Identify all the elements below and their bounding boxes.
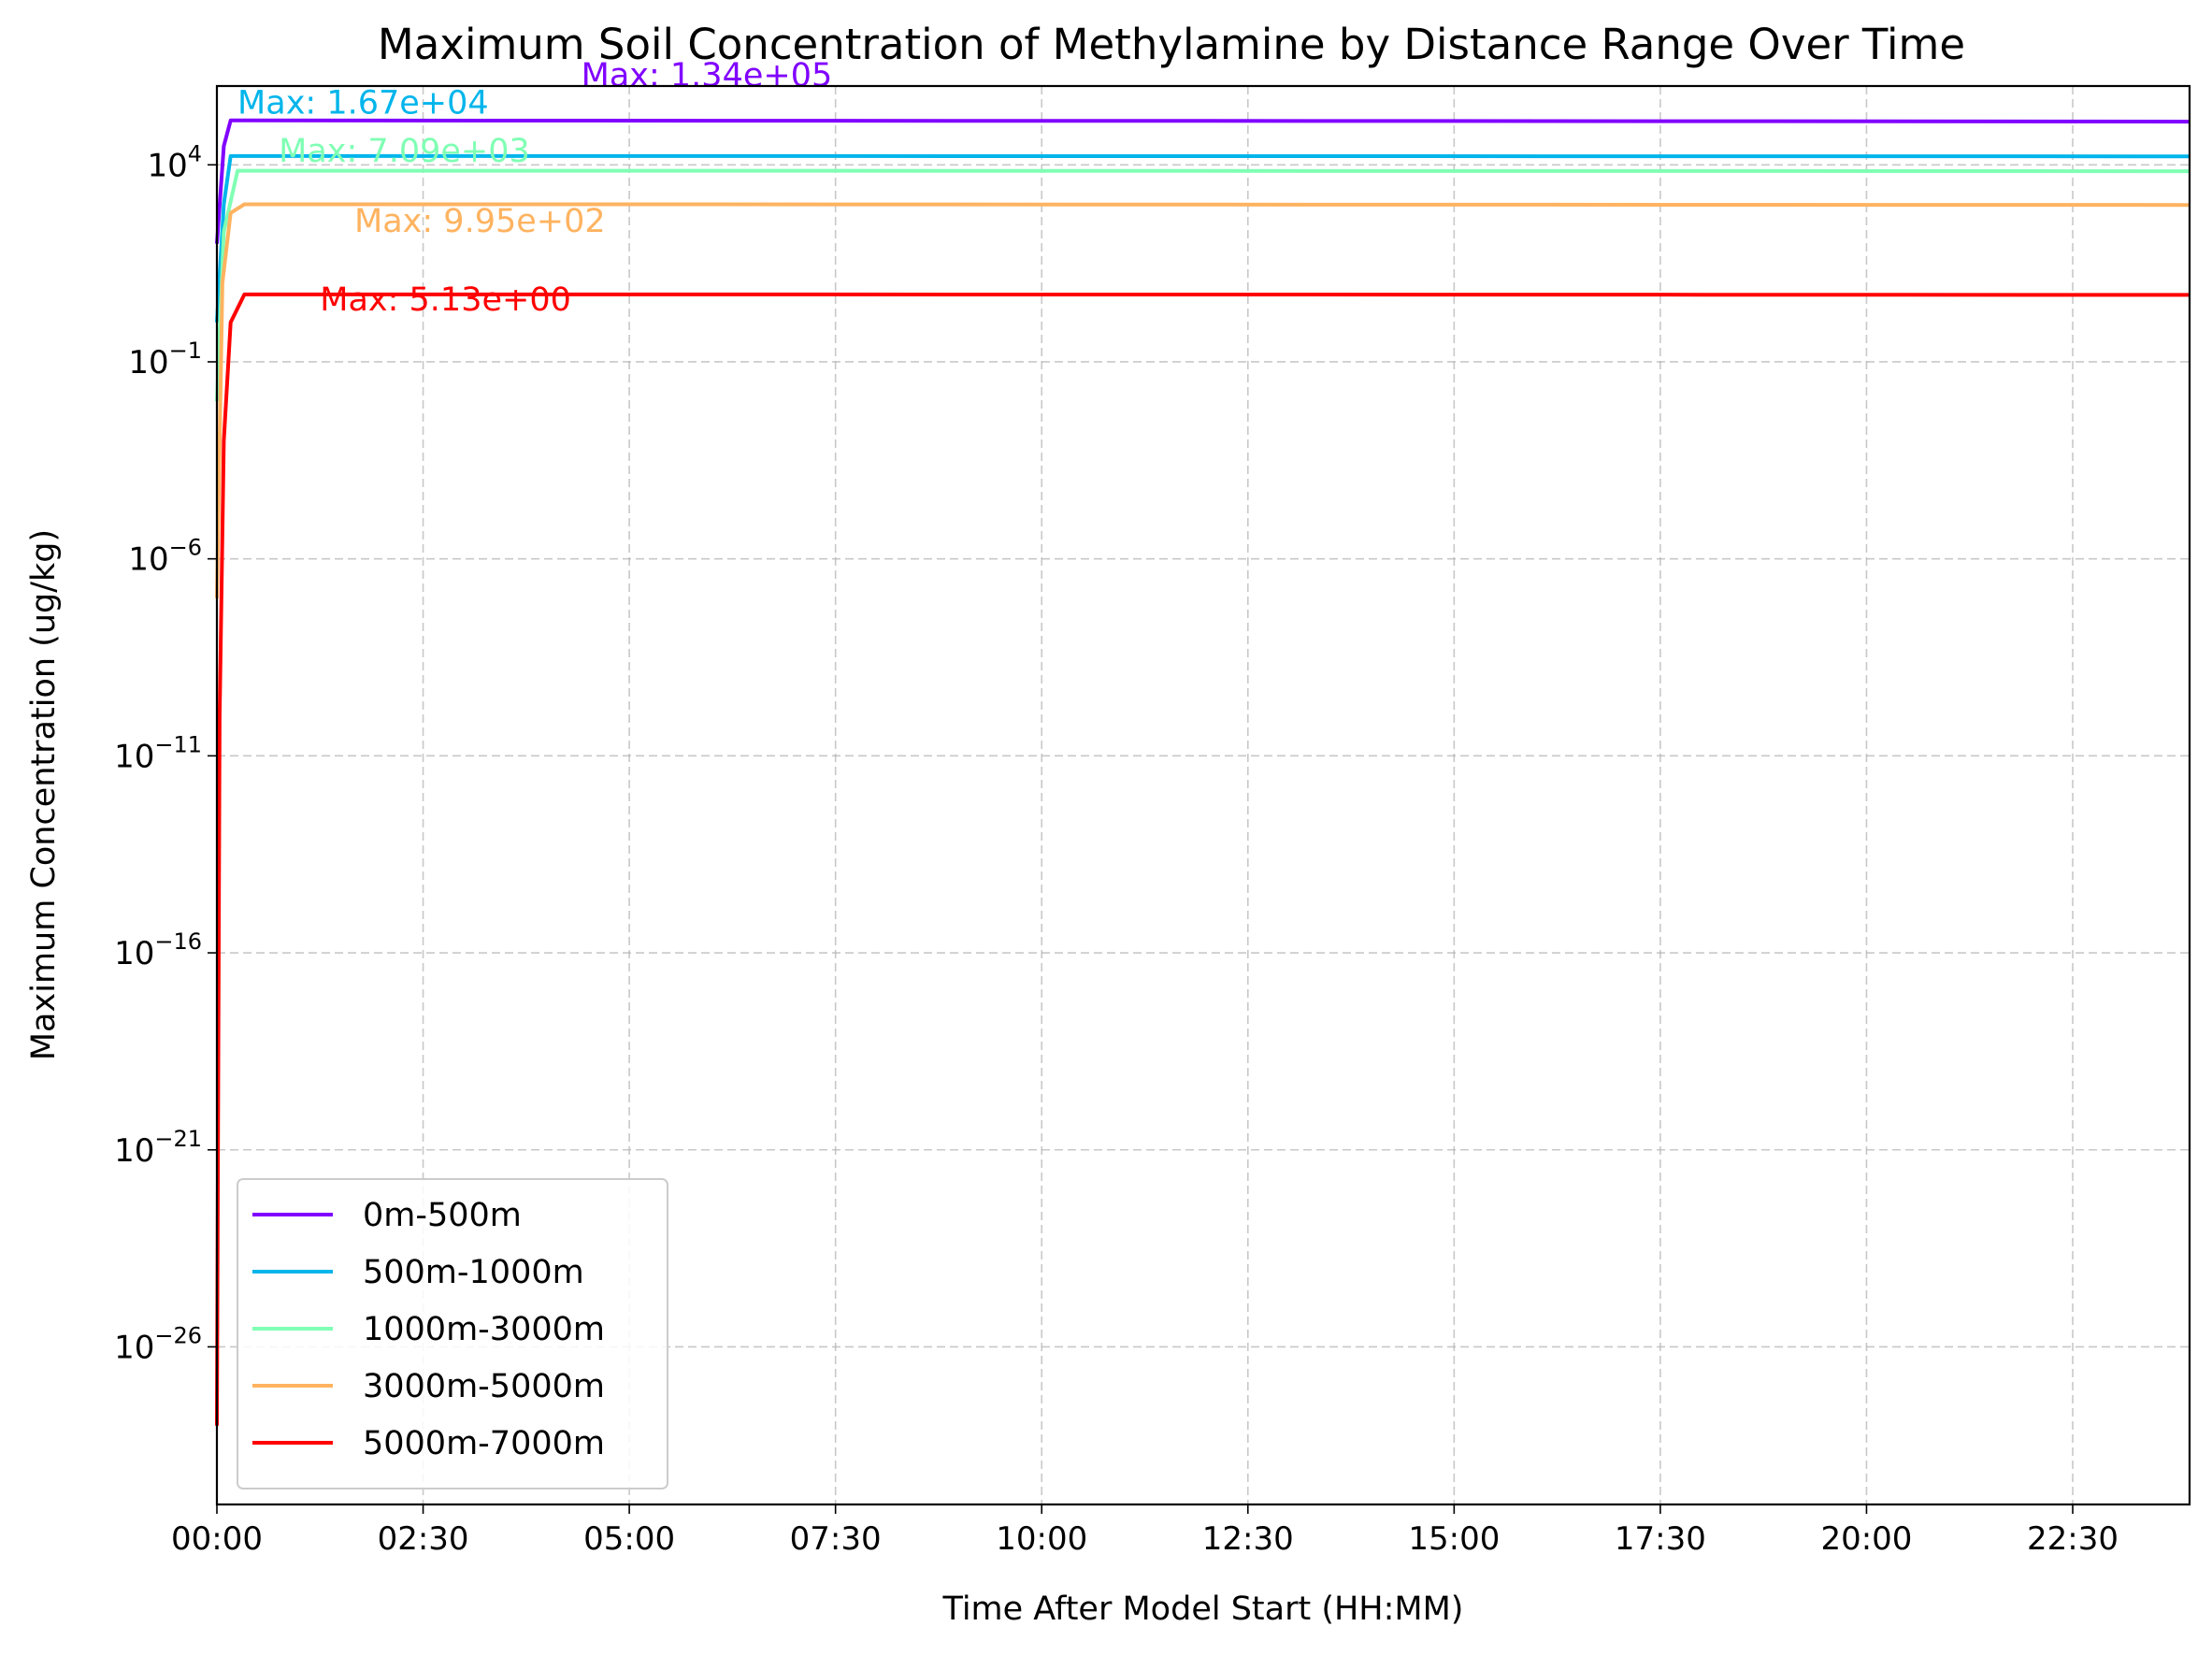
x-tick-label: 02:30 [378, 1520, 469, 1558]
x-tick-label: 05:00 [583, 1520, 675, 1558]
y-tick-base: 10 [114, 1132, 154, 1170]
x-tick-label: 00:00 [171, 1520, 263, 1558]
max-annotation: Max: 7.09e+03 [279, 133, 530, 170]
y-tick-exponent: −21 [154, 1126, 202, 1152]
y-tick-base: 10 [114, 1329, 154, 1366]
x-tick-label: 07:30 [790, 1520, 882, 1558]
y-tick-base: 10 [128, 541, 168, 579]
y-tick-base: 10 [147, 147, 187, 184]
legend: 0m-500m 500m-1000m 1000m-3000m 3000m-5000m 5… [237, 1178, 668, 1490]
max-annotation: Max: 9.95e+02 [354, 203, 606, 240]
x-tick-label: 12:30 [1202, 1520, 1294, 1558]
plot-area-frame [215, 84, 2191, 1506]
x-tick-label: 20:00 [1820, 1520, 1912, 1558]
y-tick-exponent: −6 [169, 535, 202, 561]
legend-label: 0m-500m [363, 1197, 522, 1234]
max-annotation: Max: 5.13e+00 [320, 281, 571, 319]
max-annotation: Max: 1.67e+04 [237, 84, 489, 122]
y-tick-label: 10−16 [114, 928, 202, 972]
series-line-2 [215, 168, 2190, 402]
y-tick-label: 10−6 [128, 535, 202, 579]
legend-label: 1000m-3000m [363, 1311, 605, 1348]
y-tick-exponent: −1 [169, 338, 202, 364]
y-tick-label: 10−11 [114, 731, 202, 775]
grid-lines [217, 86, 2190, 1504]
y-tick-label: 104 [147, 140, 202, 184]
y-tick-exponent: −11 [154, 731, 202, 757]
y-tick-exponent: −26 [154, 1322, 202, 1348]
x-tick-label: 22:30 [2027, 1520, 2119, 1558]
y-tick-base: 10 [114, 738, 154, 775]
series-line-0 [215, 118, 2190, 244]
x-tick-label: 10:00 [996, 1520, 1087, 1558]
y-tick-label: 10−1 [128, 338, 202, 381]
series-lines [215, 118, 2190, 1426]
y-tick-exponent: −16 [154, 928, 202, 955]
y-tick-exponent: 4 [188, 140, 202, 166]
chart-title: Maximum Soil Concentration of Methylamin… [378, 20, 1965, 69]
legend-label: 3000m-5000m [363, 1368, 605, 1405]
series-line-1 [215, 153, 2190, 323]
y-tick-label: 10−21 [114, 1126, 202, 1170]
y-tick-base: 10 [128, 344, 168, 381]
y-axis-label: Maximum Concentration (ug/kg) [25, 529, 63, 1060]
x-axis-label: Time After Model Start (HH:MM) [942, 1590, 1464, 1628]
max-annotations: Max: 1.34e+05 Max: 1.67e+04 Max: 7.09e+03 M… [237, 57, 832, 319]
x-tick-label: 17:30 [1615, 1520, 1706, 1558]
legend-box [237, 1178, 668, 1490]
legend-label: 5000m-7000m [363, 1425, 605, 1462]
y-tick-label: 10−26 [114, 1322, 202, 1366]
legend-label: 500m-1000m [363, 1254, 584, 1291]
y-tick-base: 10 [114, 935, 154, 972]
series-line-4 [215, 292, 2190, 1426]
series-line-3 [215, 202, 2190, 598]
x-tick-label: 15:00 [1408, 1520, 1500, 1558]
x-axis-ticks: 00:00 02:30 05:00 07:30 10:00 12:30 15:00 17:30… [171, 1504, 2119, 1558]
max-annotation: Max: 1.34e+05 [582, 57, 833, 94]
